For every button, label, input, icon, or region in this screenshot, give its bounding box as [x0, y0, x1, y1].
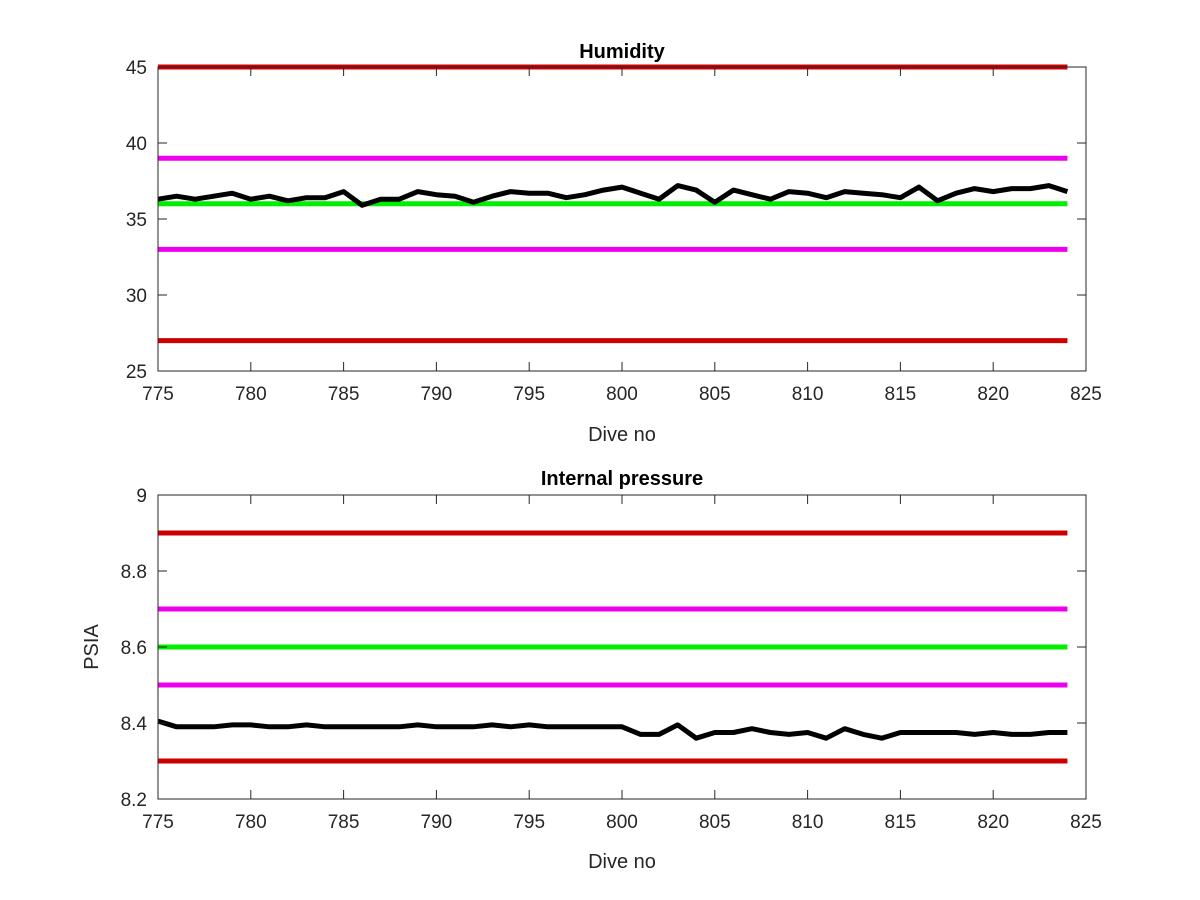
y-tick-label: 30: [126, 286, 147, 307]
y-tick-label: 25: [126, 362, 147, 383]
x-tick-label: 795: [513, 812, 545, 833]
x-axis-label: Dive no: [588, 851, 656, 873]
x-axis-label: Dive no: [588, 424, 656, 446]
x-tick-label: 790: [421, 812, 453, 833]
y-tick-label: 9: [136, 486, 147, 507]
x-tick-label: 785: [328, 384, 360, 405]
y-tick-label: 8.6: [121, 638, 147, 659]
series-lines: [157, 718, 1068, 741]
plot-area: [158, 67, 1086, 371]
x-tick-label: 825: [1070, 384, 1102, 405]
x-tick-label: 795: [513, 384, 545, 405]
x-ticks: 775 780 785 790 795 800 805 810 815 820 825: [142, 495, 1102, 833]
x-tick-label: 820: [977, 384, 1009, 405]
y-tick-label: 35: [126, 210, 147, 231]
x-tick-label: 800: [606, 812, 638, 833]
x-tick-label: 780: [235, 384, 267, 405]
x-tick-label: 785: [328, 812, 360, 833]
x-tick-label: 775: [142, 812, 174, 833]
chart-title: Humidity: [579, 41, 665, 63]
x-tick-label: 775: [142, 384, 174, 405]
data-series-line: [157, 183, 1069, 208]
x-tick-label: 790: [421, 384, 453, 405]
y-ticks: 25 30 35 40 45: [126, 58, 1086, 383]
x-tick-label: 810: [792, 812, 824, 833]
x-tick-label: 820: [977, 812, 1009, 833]
chart-title: Internal pressure: [541, 468, 703, 490]
x-tick-label: 780: [235, 812, 267, 833]
series-lines: [157, 183, 1069, 208]
y-axis-label: PSIA: [81, 624, 103, 670]
y-tick-label: 40: [126, 134, 147, 155]
y-tick-label: 45: [126, 58, 147, 79]
x-tick-label: 815: [885, 812, 917, 833]
humidity-panel: 775 780 785 790 795 800 805 810 815 820 825 25 30 35…: [126, 41, 1102, 446]
y-ticks: 8.2 8.4 8.6 8.8 9: [121, 486, 1086, 811]
x-tick-label: 805: [699, 384, 731, 405]
y-tick-label: 8.8: [121, 562, 147, 583]
y-tick-label: 8.4: [121, 714, 148, 735]
x-tick-label: 825: [1070, 812, 1102, 833]
data-series-line: [157, 718, 1068, 741]
internal-pressure-panel: 775 780 785 790 795 800 805 810 815 820 825 8.2 8.4…: [81, 468, 1102, 873]
reference-lines: [158, 530, 1068, 764]
y-tick-label: 8.2: [121, 790, 147, 811]
x-ticks: 775 780 785 790 795 800 805 810 815 820 825: [142, 67, 1102, 405]
x-tick-label: 810: [792, 384, 824, 405]
x-tick-label: 815: [885, 384, 917, 405]
x-tick-label: 800: [606, 384, 638, 405]
x-tick-label: 805: [699, 812, 731, 833]
